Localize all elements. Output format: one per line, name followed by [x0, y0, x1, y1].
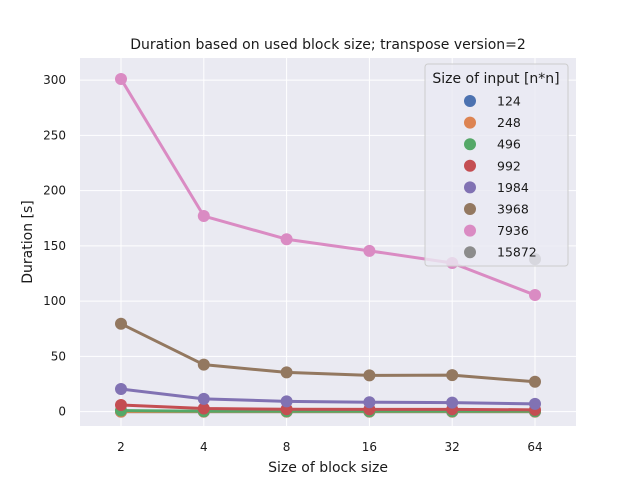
data-point: [115, 317, 127, 330]
data-point: [115, 72, 127, 85]
series-line: [119, 403, 537, 412]
x-tick-label: 32: [445, 440, 460, 454]
series-line: [119, 409, 537, 413]
legend-box: [424, 63, 569, 267]
y-tick-label: 100: [43, 294, 66, 308]
data-point: [280, 233, 293, 246]
series-line: [119, 77, 537, 297]
legend-label: 992: [497, 158, 521, 173]
series-1984: [115, 382, 541, 410]
y-tick-label: 250: [43, 128, 66, 142]
series-line: [119, 387, 537, 406]
data-point: [446, 369, 459, 382]
data-point: [197, 402, 210, 415]
data-point: [115, 382, 127, 395]
legend-marker: [464, 159, 476, 172]
legend-label: 3968: [497, 202, 529, 217]
series-line: [119, 322, 537, 384]
y-axis-label: Duration [s]: [20, 200, 36, 283]
legend-marker: [464, 246, 476, 259]
legend-label: 15872: [497, 245, 537, 260]
series-3968: [115, 317, 541, 388]
data-point: [529, 375, 541, 388]
data-point: [529, 397, 541, 410]
legend: Size of input [n*n] 124 248 496 992 1984 3968…: [424, 63, 569, 267]
legend-marker: [464, 138, 476, 151]
legend-items: 124 248 496 992 1984 3968 7936 15872: [464, 94, 537, 260]
x-tick-label: 4: [200, 440, 208, 454]
data-point: [197, 358, 210, 371]
data-point: [363, 244, 376, 257]
legend-marker: [464, 116, 476, 129]
y-tick-label: 200: [43, 184, 66, 198]
legend-marker: [464, 224, 476, 237]
legend-label: 496: [497, 137, 521, 152]
legend-title: Size of input [n*n]: [432, 71, 559, 87]
data-point: [197, 392, 210, 405]
legend-marker: [464, 181, 476, 194]
chart-title: Duration based on used block size; trans…: [130, 37, 526, 53]
data-point: [363, 369, 376, 382]
legend-label: 124: [497, 94, 521, 109]
y-tick-label: 150: [43, 239, 66, 253]
x-tick-label: 64: [527, 440, 542, 454]
data-point: [529, 289, 541, 302]
series-layer: [115, 72, 541, 418]
data-point: [363, 396, 376, 409]
series-7936: [115, 72, 541, 302]
x-tick-label: 16: [362, 440, 377, 454]
legend-label: 1984: [497, 180, 529, 195]
y-tick-label: 300: [43, 73, 66, 87]
x-tick-label: 8: [283, 440, 291, 454]
y-tick-label: 50: [51, 349, 66, 363]
data-point: [280, 395, 293, 408]
x-tick-label: 2: [117, 440, 125, 454]
data-point: [280, 366, 293, 379]
data-point: [115, 399, 127, 412]
legend-label: 7936: [497, 223, 529, 238]
data-point: [197, 210, 210, 223]
y-tick-label: 0: [58, 405, 66, 419]
legend-marker: [464, 203, 476, 215]
legend-label: 248: [497, 115, 521, 130]
legend-marker: [464, 95, 476, 107]
x-axis-label: Size of block size: [268, 460, 388, 476]
data-point: [446, 396, 459, 409]
